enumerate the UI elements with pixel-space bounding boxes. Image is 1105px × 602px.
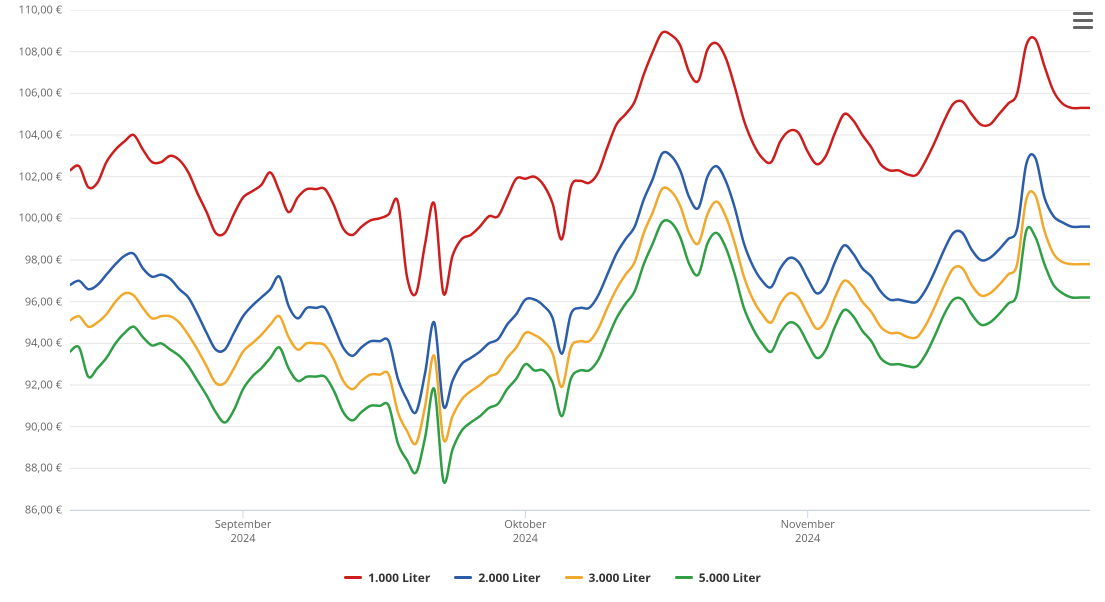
x-axis-year: 2024	[781, 532, 835, 546]
y-axis-label: 108,00 €	[19, 44, 62, 59]
series-line	[70, 188, 1090, 445]
x-axis-month: Oktober	[504, 518, 546, 532]
legend-label: 3.000 Liter	[589, 569, 651, 586]
y-axis-label: 98,00 €	[25, 253, 62, 268]
x-axis-year: 2024	[504, 532, 546, 546]
y-axis-label: 86,00 €	[25, 503, 62, 518]
y-axis-label: 94,00 €	[25, 336, 62, 351]
y-axis-label: 90,00 €	[25, 419, 62, 434]
x-axis-labels: September2024Oktober2024November2024	[70, 518, 1090, 548]
y-axis-label: 88,00 €	[25, 461, 62, 476]
legend-swatch	[675, 576, 693, 579]
x-axis-label: September2024	[215, 518, 272, 546]
legend-swatch	[344, 576, 362, 579]
legend-item[interactable]: 3.000 Liter	[565, 569, 651, 586]
legend-label: 2.000 Liter	[478, 569, 540, 586]
x-axis-year: 2024	[215, 532, 272, 546]
legend-item[interactable]: 1.000 Liter	[344, 569, 430, 586]
chart-legend: 1.000 Liter 2.000 Liter 3.000 Liter 5.000 L…	[0, 562, 1105, 586]
x-axis-label: November2024	[781, 518, 835, 546]
legend-label: 5.000 Liter	[699, 569, 761, 586]
y-axis-label: 110,00 €	[19, 3, 62, 18]
x-axis-label: Oktober2024	[504, 518, 546, 546]
chart-container: 86,00 € 88,00 € 90,00 € 92,00 € 94,00 € 96,00…	[0, 0, 1105, 602]
legend-swatch	[565, 576, 583, 579]
y-axis-label: 92,00 €	[25, 378, 62, 393]
y-axis-label: 96,00 €	[25, 294, 62, 309]
legend-item[interactable]: 2.000 Liter	[454, 569, 540, 586]
legend-item[interactable]: 5.000 Liter	[675, 569, 761, 586]
y-axis-label: 102,00 €	[19, 169, 62, 184]
y-axis-label: 106,00 €	[19, 86, 62, 101]
chart-plot-area	[70, 10, 1090, 524]
legend-swatch	[454, 576, 472, 579]
series-line	[70, 152, 1090, 413]
y-axis-label: 104,00 €	[19, 128, 62, 143]
legend-label: 1.000 Liter	[368, 569, 430, 586]
series-line	[70, 32, 1090, 295]
x-axis-month: September	[215, 518, 272, 532]
x-axis-month: November	[781, 518, 835, 532]
y-axis-label: 100,00 €	[19, 211, 62, 226]
y-axis-labels: 86,00 €88,00 €90,00 €92,00 €94,00 €96,00…	[0, 10, 62, 510]
